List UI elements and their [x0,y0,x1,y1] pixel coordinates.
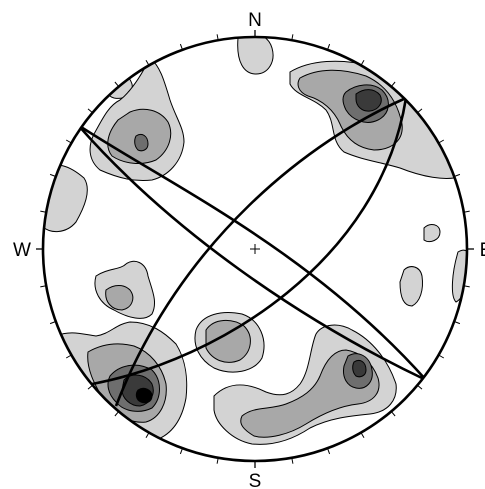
azimuth-tick [87,108,93,114]
great-circle-1 [77,123,427,381]
great-circles [77,96,427,407]
great-circle-4 [91,97,408,386]
west-label: W [13,240,31,261]
contour-cluster-northwest [89,57,185,181]
azimuth-tick [49,321,56,325]
contour-cluster-east [399,224,467,307]
azimuth-tick [438,139,445,144]
azimuth-tick [40,210,47,213]
azimuth-tick [454,321,461,325]
azimuth-tick [65,354,72,359]
azimuth-tick [327,43,331,50]
azimuth-tick [179,43,183,50]
azimuth-tick [438,354,445,359]
azimuth-tick [463,285,470,288]
contour-level-1 [423,224,441,243]
south-label: S [249,471,262,489]
contour-level-2 [105,285,134,311]
azimuth-tick [114,81,120,87]
contour-cluster-northeast [289,60,465,179]
contour-cluster-west-center [94,260,155,319]
east-label: E [480,240,485,261]
azimuth-tick [65,139,72,144]
contour-level-4 [355,89,382,112]
azimuth-tick [417,384,423,390]
contour-level-3 [134,133,149,152]
azimuth-tick [49,173,56,177]
contour-cluster-center [194,312,265,373]
contour-cluster-west [43,164,88,232]
contour-level-1 [399,266,423,307]
azimuth-tick [327,448,331,455]
azimuth-tick [145,432,150,439]
contour-level-1 [237,37,274,75]
azimuth-tick [463,210,470,213]
azimuth-tick [216,457,219,464]
azimuth-tick [360,59,365,66]
great-circle-3 [114,96,407,407]
azimuth-tick [216,34,219,41]
azimuth-tick [454,173,461,177]
azimuth-tick [87,384,93,390]
contour-cluster-southeast [213,324,397,445]
center-cross [250,244,260,254]
contour-cluster-north [237,37,274,75]
azimuth-tick [179,448,183,455]
contour-level-1 [43,164,88,232]
great-circle-2 [77,124,427,382]
cardinal-markers [36,30,474,468]
contour-cluster-southwest [55,321,188,441]
contour-level-4 [352,359,367,378]
azimuth-ticks [40,34,470,464]
azimuth-tick [390,81,396,87]
north-label: N [248,10,262,31]
density-contours [43,37,467,445]
azimuth-tick [390,411,396,417]
azimuth-tick [291,457,294,464]
contour-level-5 [135,387,153,404]
azimuth-tick [40,285,47,288]
contour-level-2 [205,320,251,363]
azimuth-tick [360,432,365,439]
azimuth-tick [114,411,120,417]
azimuth-tick [145,59,150,66]
azimuth-tick [291,34,294,41]
azimuth-tick [417,108,423,114]
